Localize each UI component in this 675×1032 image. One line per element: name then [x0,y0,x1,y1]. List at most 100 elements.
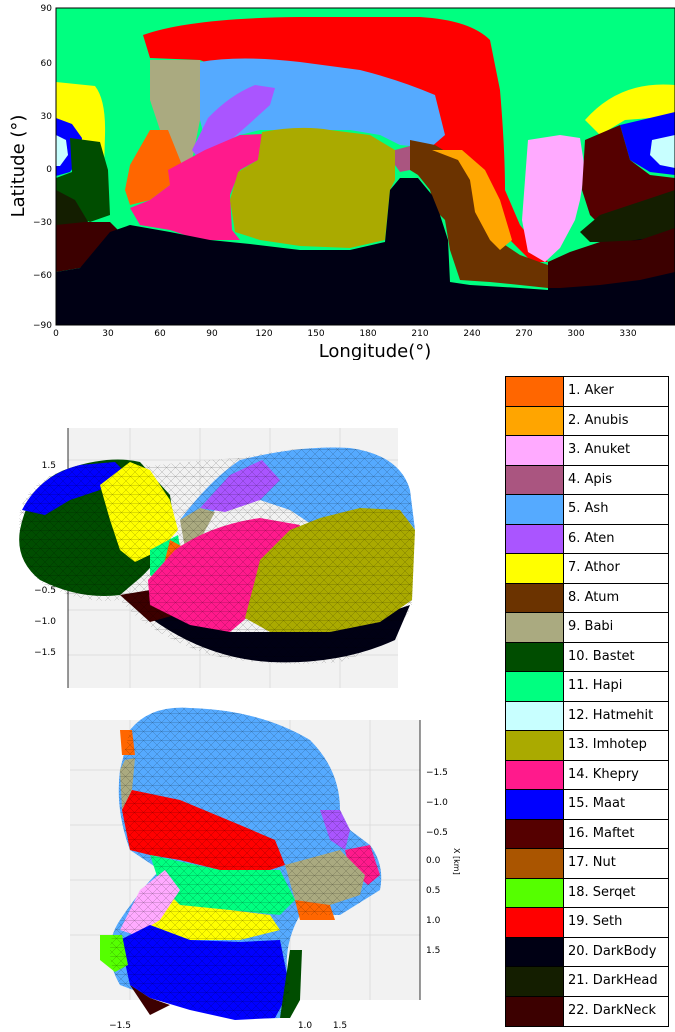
legend-item: 9. Babi [506,613,668,643]
region-imhotep [230,127,395,248]
view2-tick: 1.5 [426,946,440,956]
view2-tick: 1.0 [298,1021,313,1030]
view2-tick: −1.0 [426,798,448,808]
legend-item: 5. Ash [506,495,668,525]
region-darkneck-left [56,222,120,272]
legend-item: 13. Imhotep [506,731,668,761]
legend-label: 19. Seth [568,914,623,929]
legend-label: 12. Hatmehit [568,707,654,723]
view1-ticks: 1.5 −0.5 −1.0 −1.5 [34,461,56,658]
ytick: 0 [46,165,52,175]
view2-tick: 0.5 [426,886,440,896]
region-darkhead-right [580,190,675,242]
legend-item: 6. Aten [506,524,668,554]
map-xticks: 0 30 60 90 120 150 180 210 240 270 300 3… [53,329,637,339]
region-atum [410,140,548,288]
xtick: 30 [102,329,114,339]
region-aker [125,130,182,205]
view2-tick: 1.5 [333,1021,347,1030]
legend-item: 11. Hapi [506,672,668,702]
legend-label: 2. Anubis [568,412,629,428]
legend-item: 19. Seth [506,908,668,938]
xtick: 60 [154,329,166,339]
xtick: 180 [359,329,376,339]
view2-tick: −0.5 [426,828,448,838]
legend-item: 15. Maat [506,790,668,820]
region-hatmehit-left [56,135,68,166]
ytick: −30 [33,218,52,228]
legend-label: 15. Maat [568,796,626,811]
legend-swatch [506,849,564,878]
legend-swatch [506,908,564,937]
legend-label: 10. Bastet [568,648,635,664]
legend-swatch [506,642,564,671]
legend-item: 10. Bastet [506,642,668,672]
ytick: 60 [41,59,53,69]
legend-item: 4. Apis [506,465,668,495]
xtick: 90 [206,329,218,339]
legend-item: 17. Nut [506,849,668,879]
view1-tick: −1.0 [34,617,56,627]
legend-label: 14. Khepry [568,766,639,782]
legend-label: 5. Ash [568,501,609,516]
legend-label: 22. DarkNeck [568,1002,657,1018]
legend-item: 16. Maftet [506,819,668,849]
map-plot [56,8,675,325]
ytick: 90 [41,4,53,14]
region-seth [143,17,548,262]
region-anubis [432,150,512,250]
view2-tick: 0.0 [426,856,441,866]
legend-label: 20. DarkBody [568,943,657,959]
xtick: 120 [255,329,272,339]
legend-swatch [506,967,564,996]
legend-item: 1. Aker [506,377,668,407]
legend-label: 3. Anuket [568,442,631,457]
view2-axis-label: X [km] [452,848,460,875]
xtick: 270 [515,329,532,339]
ytick: 30 [41,112,53,122]
legend-label: 16. Maftet [568,825,635,841]
legend-item: 12. Hatmehit [506,701,668,731]
legend-label: 9. Babi [568,619,614,634]
xtick: 0 [53,329,59,339]
legend-label: 13. Imhotep [568,737,647,752]
legend-item: 8. Atum [506,583,668,613]
legend-swatch [506,495,564,524]
legend-swatch [506,819,564,848]
legend-item: 20. DarkBody [506,937,668,967]
legend-swatch [506,436,564,465]
legend-label: 4. Apis [568,471,613,487]
region-hatmehit-right [650,135,675,168]
legend-swatch [506,878,564,907]
legend-label: 7. Athor [568,560,620,575]
legend-label: 11. Hapi [568,678,623,693]
region-darkbody [56,178,675,325]
region-anuket [522,135,585,262]
map-ylabel: Latitude (°) [8,115,29,218]
xtick: 330 [619,329,636,339]
legend-swatch [506,406,564,435]
map-yticks: 90 60 30 0 −30 −60 −90 [33,4,52,331]
legend-swatch [506,554,564,583]
legend-swatch [506,731,564,760]
legend-item: 14. Khepry [506,760,668,790]
legend-item: 22. DarkNeck [506,996,668,1026]
legend-label: 1. Aker [568,383,614,398]
legend-swatch [506,760,564,789]
xtick: 210 [411,329,428,339]
legend-swatch [506,583,564,612]
view1-tick: −0.5 [34,586,56,596]
legend-label: 17. Nut [568,855,616,870]
legend-label: 6. Aten [568,530,615,546]
comet-shape-2 [100,707,382,1020]
region-map: 90 60 30 0 −30 −60 −90 0 30 60 90 120 15… [8,4,675,360]
legend-item: 21. DarkHead [506,967,668,997]
legend-swatch [506,701,564,730]
xtick: 300 [567,329,584,339]
region-khepry [130,134,262,240]
region-athor-right [585,84,675,135]
legend-item: 7. Athor [506,554,668,584]
region-aten [192,85,275,158]
comet-view-1: 1.5 −0.5 −1.0 −1.5 [19,428,416,688]
legend-swatch [506,996,564,1026]
